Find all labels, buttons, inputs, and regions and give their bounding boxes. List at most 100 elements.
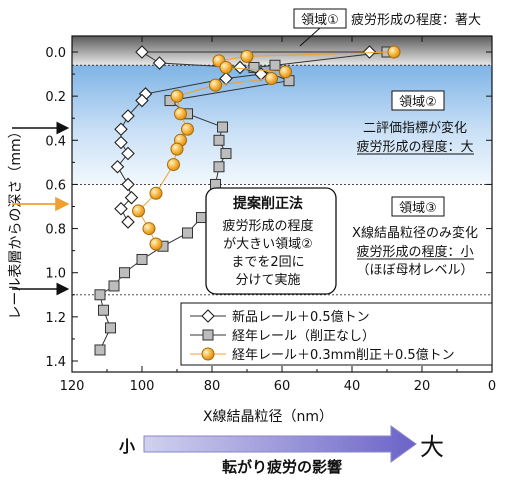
fatigue-arrow-shape	[143, 425, 417, 463]
data-point-circle	[149, 186, 163, 200]
series-layer	[94, 45, 401, 356]
region3-line1: X線結晶粒径のみ変化	[352, 225, 478, 241]
data-point-circle	[170, 89, 184, 103]
x-tick-label: 20	[414, 379, 431, 394]
data-point-diamond	[114, 201, 128, 216]
y-axis-label: レール表層からの深さ（mm）	[8, 124, 24, 319]
arrow-caption: 転がり疲労の影響	[222, 458, 342, 476]
legend-label: 経年レール＋0.3mm削正＋0.5億トン	[232, 347, 455, 363]
data-point-diamond	[110, 159, 125, 174]
y-tick-label: 0.0	[45, 46, 66, 61]
legend-marker-circle	[201, 347, 215, 361]
data-point-diamond	[135, 93, 149, 108]
data-point-diamond	[121, 177, 135, 192]
region3-line3: （ほぼ母材レベル）	[356, 263, 473, 278]
data-point-circle	[170, 142, 184, 156]
x-ticks: 120 100 80 60 40 20 0	[60, 36, 496, 394]
data-point-circle	[219, 60, 233, 74]
proposal-line3: までを2回に	[231, 255, 304, 270]
region2-callout: 領域② 二評価指標が変化 疲労形成の程度：大	[356, 90, 474, 155]
data-point-circle	[387, 45, 401, 59]
fatigue-arrow: 小 大 転がり疲労の影響	[119, 425, 444, 476]
data-point-circle	[149, 237, 163, 251]
region1-text: 疲労形成の程度：著大	[351, 12, 481, 28]
proposal-line4: 分けて実施	[235, 272, 300, 288]
region3-line2: 疲労形成の程度：小	[356, 244, 473, 260]
data-point-diamond	[219, 71, 233, 86]
y-ticks: 0.0 0.2 0.4 0.6 0.8 1.0 1.2 1.4	[45, 46, 492, 370]
data-point-square	[269, 59, 281, 71]
region-boundaries	[72, 64, 492, 296]
proposal-line2: が大きい領域②	[223, 236, 313, 252]
x-axis-label: X線結晶粒径（nm）	[203, 409, 333, 425]
proposal-box: 提案削正法 疲労形成の程度 が大きい領域② までを2回に 分けて実施	[205, 187, 337, 295]
data-point-square	[220, 148, 232, 160]
y-tick-label: 0.6	[45, 178, 66, 193]
data-point-square	[98, 304, 109, 316]
data-point-square	[217, 121, 228, 133]
data-point-circle	[240, 49, 254, 63]
series-diamond	[110, 45, 377, 229]
data-point-square	[248, 61, 260, 73]
data-point-circle	[279, 65, 292, 79]
region2-label: 領域②	[399, 94, 437, 110]
data-point-circle	[142, 222, 156, 236]
data-point-square	[119, 267, 130, 279]
data-point-diamond	[114, 135, 128, 150]
data-point-diamond	[135, 45, 149, 59]
x-tick-label: 120	[60, 379, 85, 394]
data-point-circle	[181, 122, 194, 136]
arrow-small-label: 小	[119, 437, 135, 456]
region2-line2: 疲労形成の程度：大	[356, 139, 473, 155]
y-tick-label: 1.2	[45, 311, 66, 326]
y-tick-label: 1.0	[45, 267, 66, 282]
x-tick-label: 40	[344, 379, 361, 394]
data-point-diamond	[152, 56, 167, 70]
region1-callout: 領域① 疲労形成の程度：著大	[293, 8, 481, 47]
data-point-square	[105, 322, 116, 334]
proposal-title: 提案削正法	[233, 195, 303, 212]
legend-label: 経年レール（削正なし）	[232, 329, 375, 344]
x-tick-label: 60	[274, 379, 291, 394]
legend-marker-square	[202, 329, 214, 341]
band-region2	[72, 65, 492, 185]
legend-marker-diamond	[201, 309, 215, 323]
data-point-diamond	[233, 60, 247, 75]
region1-leader	[299, 27, 321, 47]
arrow-large-label: 大	[420, 433, 444, 461]
data-point-diamond	[362, 45, 377, 59]
data-point-circle	[167, 158, 180, 172]
data-point-square	[108, 280, 120, 292]
series-square	[94, 46, 393, 356]
data-point-square	[182, 227, 193, 239]
y-tick-label: 1.4	[45, 355, 66, 370]
data-point-circle	[265, 71, 278, 85]
data-point-square	[94, 289, 106, 301]
region3-label: 領域③	[399, 200, 437, 216]
data-point-circle	[174, 107, 187, 121]
data-point-diamond	[121, 146, 135, 161]
data-point-circle	[209, 78, 222, 92]
data-point-square	[213, 161, 225, 173]
data-point-square	[136, 253, 148, 265]
legend-label: 新品レール＋0.5億トン	[232, 309, 370, 325]
region3-callout: 領域③ X線結晶粒径のみ変化 疲労形成の程度：小 （ほぼ母材レベル）	[352, 196, 478, 278]
data-point-diamond	[121, 109, 135, 123]
data-point-square	[213, 134, 225, 146]
data-point-diamond	[121, 215, 135, 229]
y-tick-label: 0.8	[45, 223, 66, 238]
x-tick-label: 100	[130, 379, 155, 394]
data-point-square	[94, 344, 106, 356]
proposal-line1: 疲労形成の程度	[222, 218, 313, 234]
data-point-square	[196, 212, 207, 224]
region1-label: 領域①	[301, 12, 339, 28]
data-point-diamond	[124, 190, 139, 205]
series-circle	[132, 45, 401, 251]
region2-line1: 二評価指標が変化	[363, 120, 467, 136]
y-tick-label: 0.4	[45, 134, 66, 149]
x-tick-label: 0	[488, 379, 496, 394]
data-point-diamond	[114, 122, 128, 137]
x-tick-label: 80	[204, 379, 221, 394]
